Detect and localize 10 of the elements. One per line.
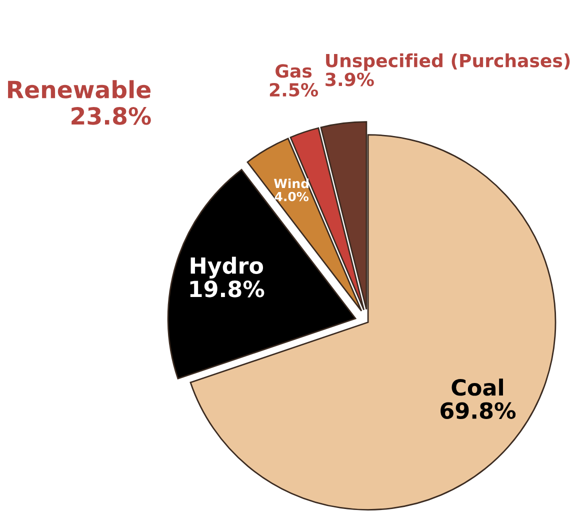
data-label: 69.8% — [440, 402, 516, 419]
data-label: 3.9% — [326, 72, 374, 86]
slice-label: Hydro — [190, 256, 264, 278]
data-label: 2.5% — [270, 82, 318, 97]
slice-label: Coal — [452, 378, 503, 396]
data-label: 19.8% — [190, 280, 264, 298]
slice-label: Gas — [276, 64, 312, 78]
text: Renewable 23.8% — [8, 80, 151, 125]
slice-label: Unspecified (Purchases) — [326, 53, 570, 71]
data-label: 4.0% — [274, 192, 309, 202]
